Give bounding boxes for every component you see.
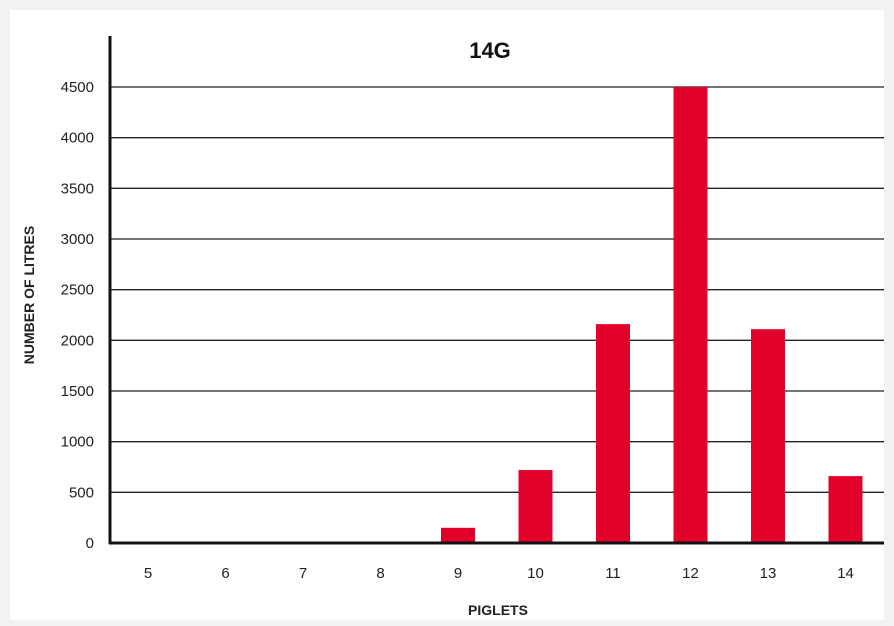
chart-card: 14G 0 500 1000 1500 2000 2500 3000 3500 4000 4500… — [10, 10, 884, 620]
x-tick-label: 9 — [454, 565, 462, 582]
bar-12 — [673, 87, 708, 543]
y-axis-ticks: 0 500 1000 1500 2000 2500 3000 3500 4000 4500 — [61, 79, 94, 552]
chart-title: 14G — [469, 38, 511, 63]
x-tick-label: 7 — [299, 565, 307, 582]
y-tick-label: 500 — [69, 484, 94, 501]
gridlines — [110, 86, 884, 493]
y-tick-label: 1000 — [61, 434, 94, 451]
y-tick-label: 2500 — [61, 282, 94, 299]
bar-13 — [751, 329, 785, 543]
x-axis-title: PIGLETS — [468, 602, 528, 618]
y-tick-label: 3000 — [61, 231, 94, 248]
y-tick-label: 3500 — [61, 180, 94, 197]
y-tick-label: 4500 — [61, 79, 94, 96]
bars — [441, 87, 863, 543]
y-tick-label: 0 — [86, 535, 94, 552]
x-tick-label: 5 — [144, 565, 152, 582]
x-tick-label: 10 — [527, 565, 544, 582]
bar-11 — [596, 324, 630, 543]
bar-14 — [828, 476, 863, 543]
bar-10 — [518, 470, 553, 543]
y-tick-label: 4000 — [61, 130, 94, 147]
x-axis-ticks: 5 6 7 8 9 10 11 12 13 14 — [144, 565, 854, 582]
bar-9 — [441, 527, 475, 543]
x-tick-label: 12 — [682, 565, 699, 582]
bar-chart: 14G 0 500 1000 1500 2000 2500 3000 3500 4000 4500… — [21, 36, 884, 618]
y-axis-title: NUMBER OF LITRES — [21, 226, 37, 364]
x-tick-label: 6 — [221, 565, 229, 582]
x-tick-label: 14 — [837, 565, 854, 582]
y-tick-label: 2000 — [61, 332, 94, 349]
x-tick-label: 13 — [760, 565, 777, 582]
y-tick-label: 1500 — [61, 383, 94, 400]
x-tick-label: 11 — [605, 565, 621, 582]
x-tick-label: 8 — [376, 565, 384, 582]
